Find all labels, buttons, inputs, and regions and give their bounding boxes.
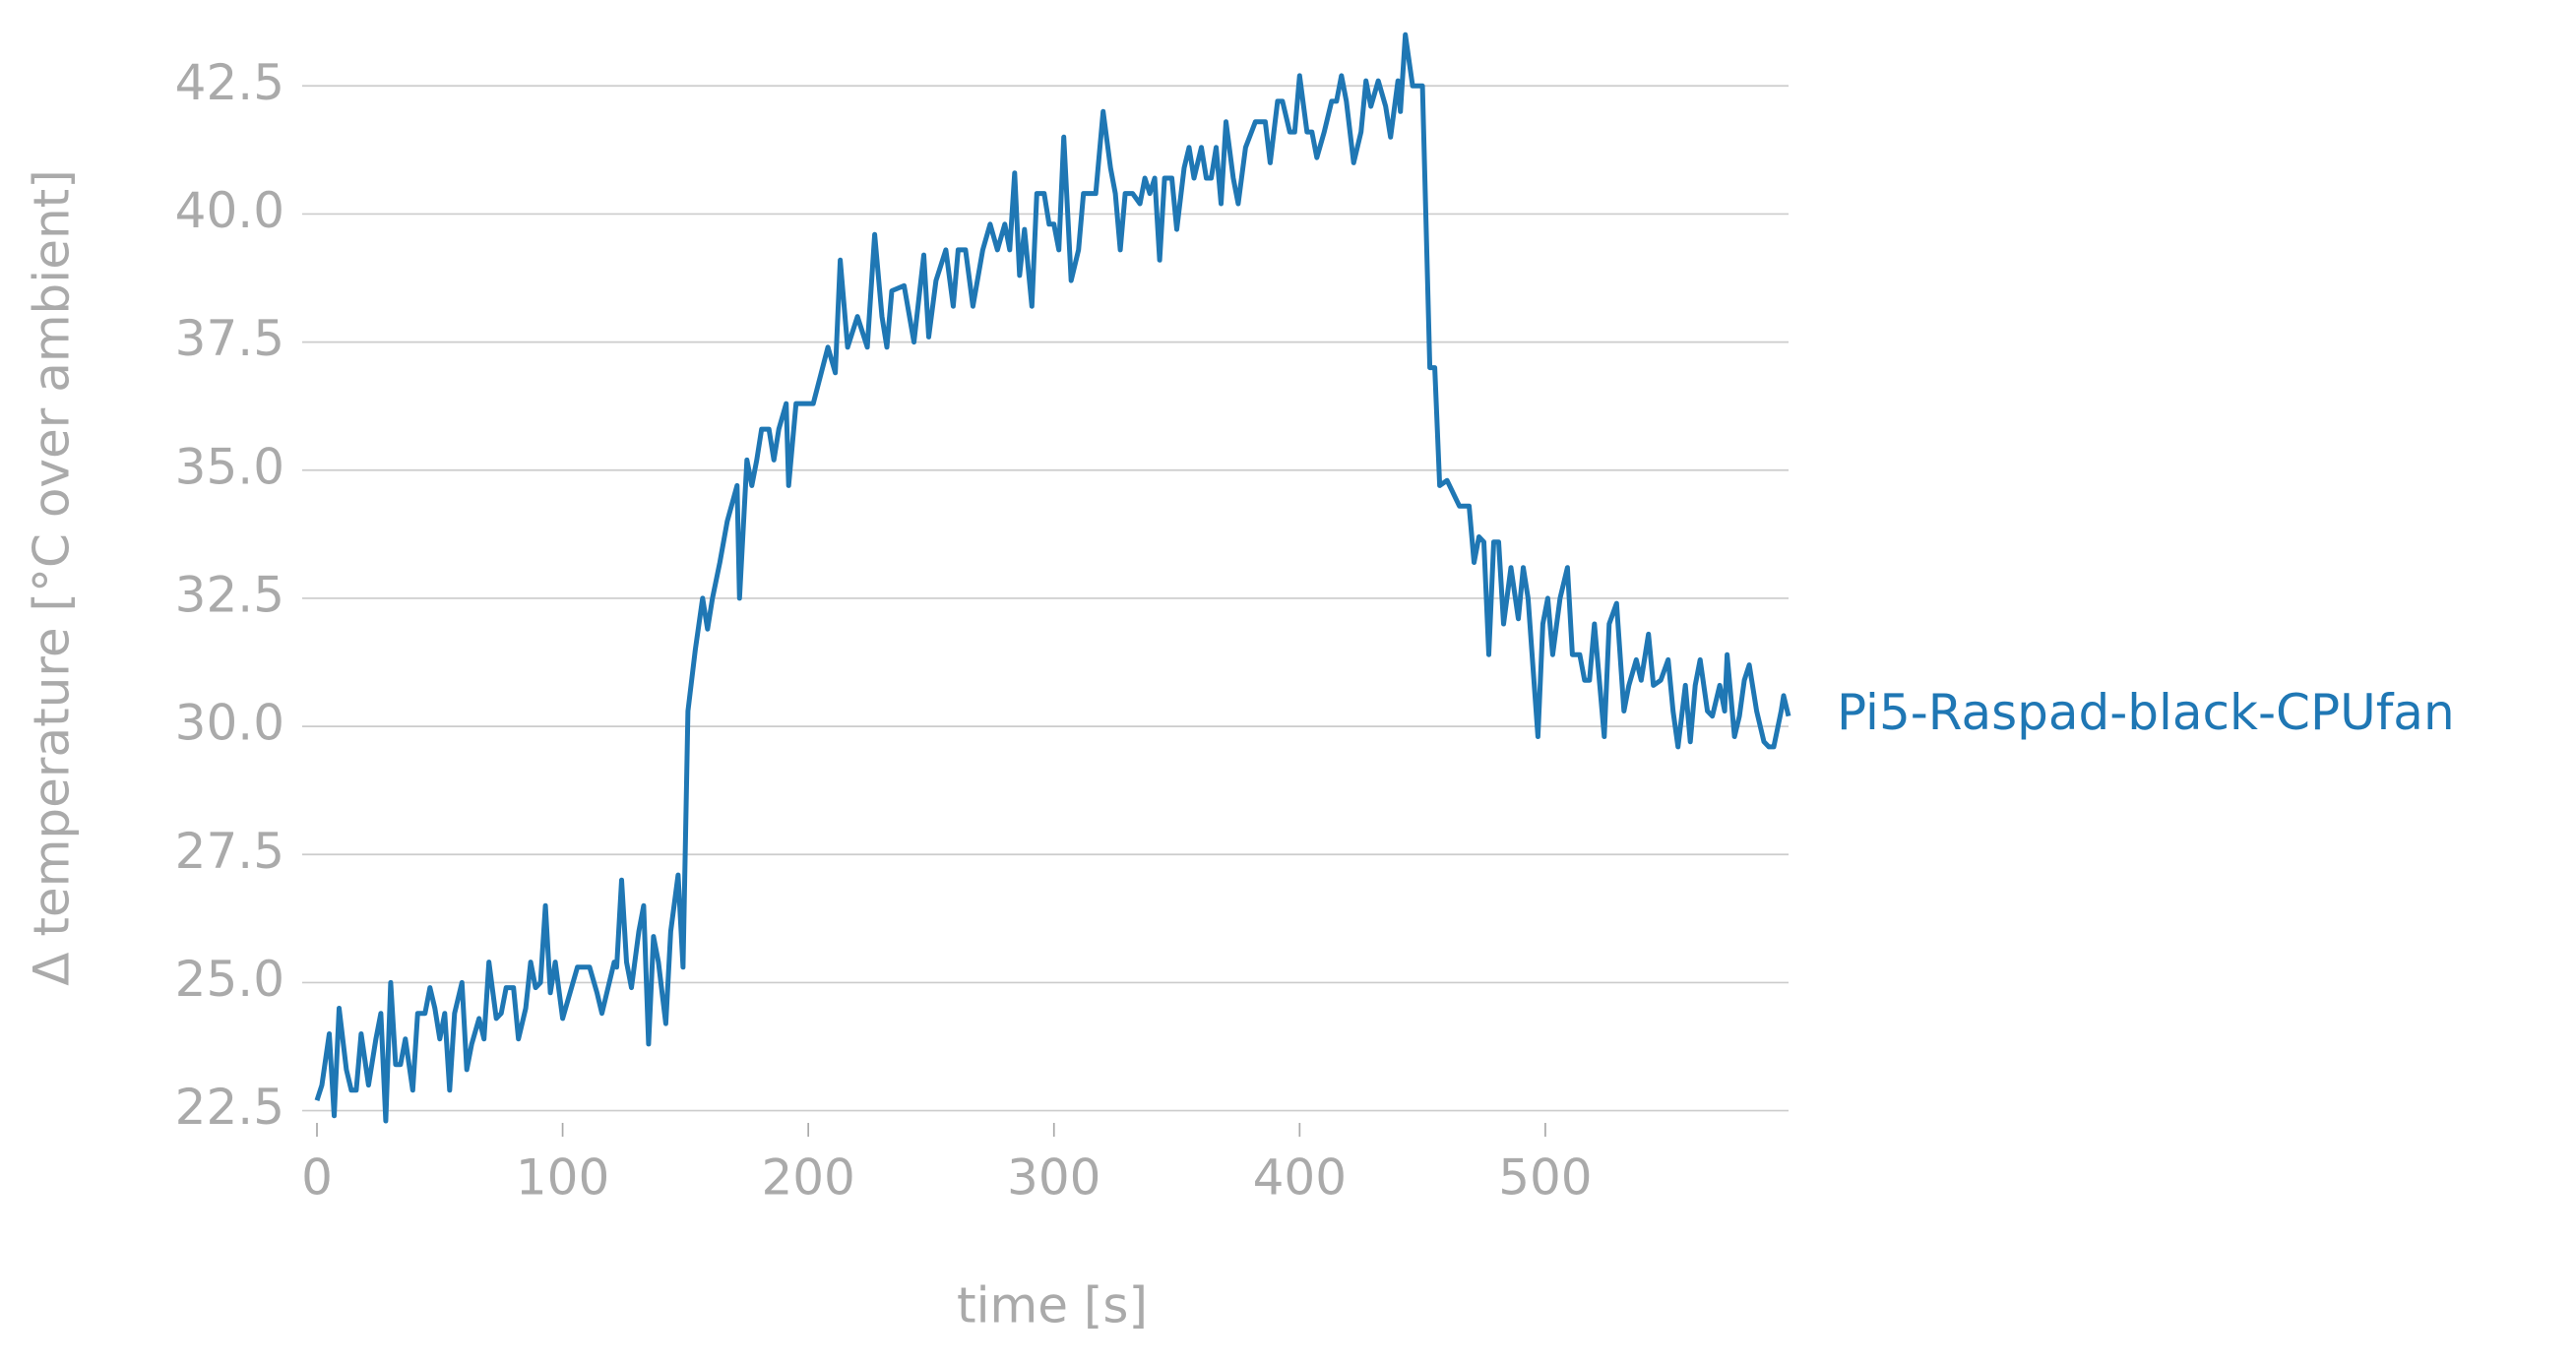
x-tick-label: 400	[1253, 1149, 1347, 1207]
x-tick-label: 200	[761, 1149, 854, 1207]
y-tick-label: 37.5	[175, 310, 284, 367]
y-tick-label: 32.5	[175, 566, 284, 623]
y-tick-label: 22.5	[175, 1079, 284, 1136]
y-tick-label: 27.5	[175, 823, 284, 880]
x-tick-label: 300	[1007, 1149, 1100, 1207]
series-line	[314, 31, 1791, 1124]
x-tick-label: 500	[1498, 1149, 1592, 1207]
y-axis-label: Δ temperature [°C over ambient]	[24, 169, 81, 986]
x-tick-label: 0	[301, 1149, 333, 1207]
series-label: Pi5-Raspad-black-CPUfan	[1837, 684, 2455, 741]
x-axis-label: time [s]	[957, 1277, 1148, 1334]
y-tick-label: 40.0	[175, 182, 284, 239]
y-tick-label: 25.0	[175, 951, 284, 1008]
y-tick-label: 30.0	[175, 695, 284, 752]
y-tick-label: 35.0	[175, 438, 284, 495]
y-tick-label: 42.5	[175, 54, 284, 111]
x-tick-label: 100	[516, 1149, 609, 1207]
